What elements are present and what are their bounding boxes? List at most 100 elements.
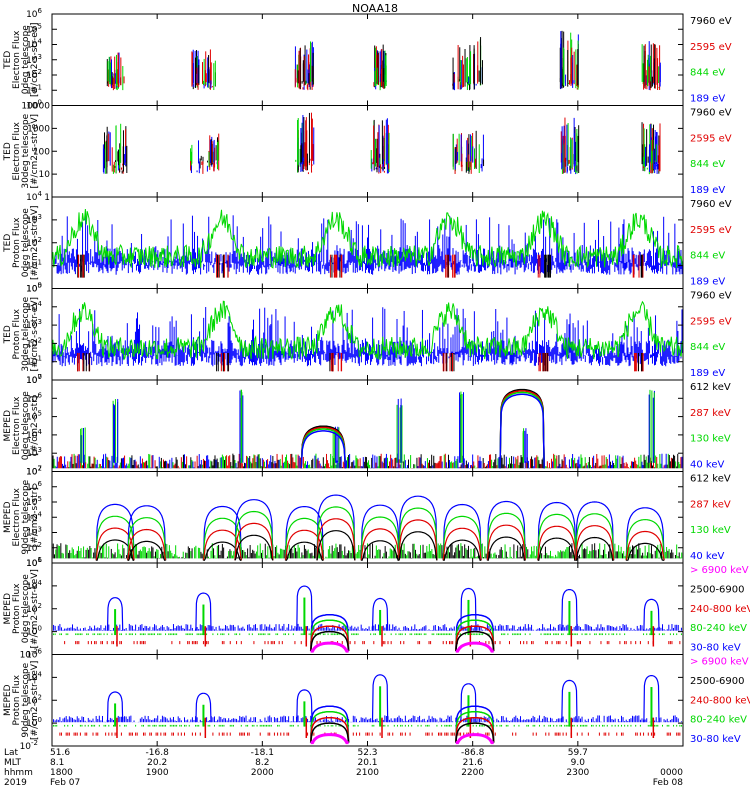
- series-line: [316, 506, 356, 561]
- y-axis-label-line: 0deg telescope: [21, 25, 31, 95]
- legend-entry: 287 keV: [690, 408, 731, 419]
- series-line: [95, 515, 135, 561]
- plot-area: [52, 494, 683, 561]
- series-line: [202, 505, 242, 561]
- y-axis-label-line: [#/cm2-s-str-eV]: [30, 205, 40, 280]
- series-line: [537, 525, 577, 561]
- series-line: [284, 517, 324, 561]
- y-axis-label-line: TED: [3, 51, 13, 70]
- y-axis-label-line: Proton Flux: [12, 583, 22, 634]
- y-tick-label: 106: [26, 7, 42, 20]
- series-line: [52, 300, 683, 361]
- y-axis-label: TEDElectron Flux30deg telescope[#/cm2-s-…: [3, 113, 40, 188]
- y-axis-label-line: TED: [3, 325, 13, 344]
- series-line: [455, 710, 495, 743]
- series-line: [643, 598, 660, 631]
- y-tick-label: 107: [26, 465, 42, 478]
- y-axis-label-line: MEPED: [3, 410, 13, 442]
- y-tick-label: 10: [39, 170, 51, 180]
- legend-entry: 189 eV: [690, 277, 725, 288]
- series-line: [309, 619, 350, 652]
- legend-entry: 130 keV: [690, 525, 731, 536]
- legend-entry: 240-800 keV: [690, 604, 750, 615]
- series-line: [442, 527, 482, 561]
- y-axis-label-line: Proton Flux: [12, 217, 22, 268]
- series-line: [442, 515, 482, 561]
- series-line: [455, 613, 495, 652]
- legend-entry: 844 eV: [690, 159, 725, 170]
- legend-entry: 189 eV: [690, 94, 725, 105]
- y-axis-label-line: Electron Flux: [12, 121, 22, 180]
- series-line: [561, 679, 578, 723]
- series-line: [316, 530, 356, 561]
- series-line: [537, 501, 577, 561]
- series-line: [300, 428, 347, 469]
- series-line: [127, 505, 167, 561]
- series-line: [360, 516, 400, 561]
- series-line: [95, 527, 135, 561]
- y-axis-label: MEPEDProton Flux0deg telescope[#/cm2-s-s…: [3, 569, 40, 648]
- series-line: [575, 536, 614, 561]
- series-line: [486, 512, 526, 561]
- series-line: [371, 597, 389, 631]
- series-line: [486, 500, 526, 561]
- y-axis-label: MEPEDElectron Flux0deg telescope[#/cm2-s…: [3, 391, 40, 461]
- series-line: [455, 625, 495, 652]
- series-line: [95, 503, 135, 561]
- series-line: [537, 537, 576, 561]
- series-line: [234, 522, 274, 561]
- panel-frame: [51, 562, 684, 655]
- series-line: [106, 597, 124, 631]
- series-line: [234, 499, 274, 561]
- y-axis-label-line: 0deg telescope: [21, 208, 31, 278]
- series-line: [371, 674, 389, 723]
- series-line: [499, 390, 545, 469]
- legend-entry: 40 keV: [690, 551, 724, 562]
- legend-entry: 844 eV: [690, 342, 725, 353]
- series-line: [300, 430, 347, 469]
- plot-area: [52, 300, 683, 372]
- series-line: [460, 683, 477, 723]
- legend-entry: 287 keV: [690, 499, 731, 510]
- y-tick-label: 106: [26, 556, 42, 569]
- y-axis-label-line: TED: [3, 142, 13, 161]
- series-line: [127, 517, 167, 561]
- series-line: [234, 510, 274, 561]
- series-line: [52, 208, 683, 269]
- series-line: [625, 518, 665, 561]
- panel-frame: [51, 288, 684, 381]
- legend-entry: 2595 eV: [690, 42, 732, 53]
- y-axis-label-line: [#/cm2-s-str-eV]: [30, 297, 40, 372]
- series-line: [296, 585, 313, 631]
- y-axis-label-line: Electron Flux: [12, 487, 22, 546]
- series-line: [398, 495, 438, 561]
- series-line: [487, 536, 526, 561]
- y-axis-label: TEDElectron Flux0deg telescope[#/cm2-s-s…: [3, 22, 40, 97]
- y-axis-label-line: MEPED: [3, 593, 13, 625]
- plot-area: [52, 674, 682, 745]
- legend-entry: 189 eV: [690, 368, 725, 379]
- legend-entry: 2595 eV: [690, 316, 732, 327]
- y-tick-label: 105: [26, 282, 42, 295]
- series-line: [310, 733, 349, 745]
- y-tick-label: 104: [26, 190, 42, 203]
- series-line: [561, 588, 578, 631]
- series-line: [309, 705, 350, 743]
- legend-entry: 7960 eV: [690, 16, 732, 27]
- y-tick-label: 100: [33, 147, 50, 157]
- series-line: [455, 705, 495, 743]
- series-line: [195, 592, 212, 631]
- legend-entry: 130 keV: [690, 434, 731, 445]
- series-line: [460, 587, 477, 631]
- legend-entry: 7960 eV: [690, 108, 732, 119]
- series-line: [455, 619, 495, 652]
- y-axis-label-line: 0deg telescope: [21, 391, 31, 461]
- series-line: [643, 674, 660, 723]
- y-tick-label: 107: [26, 373, 42, 386]
- y-axis-label-line: 30deg telescope: [21, 296, 31, 371]
- y-tick-label: 10000: [21, 102, 50, 112]
